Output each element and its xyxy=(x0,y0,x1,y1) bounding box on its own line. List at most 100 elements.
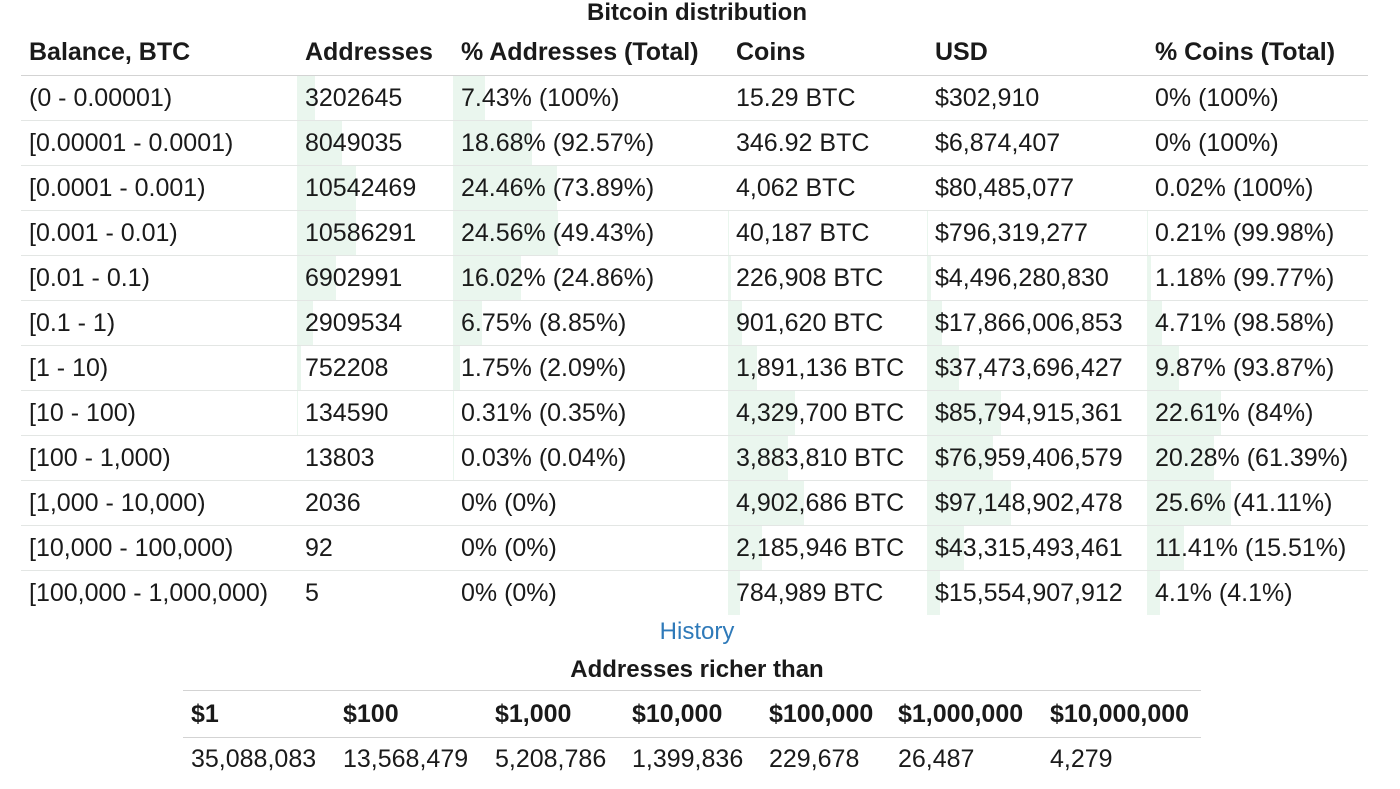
pct-coins-cell: 4.71% (98.58%) xyxy=(1147,300,1368,346)
distribution-row: [1 - 10) 752208 1.75% (2.09%) 1,891,136 BTC… xyxy=(21,345,1368,391)
addresses-text: 6902991 xyxy=(305,263,403,292)
col-header-coins[interactable]: Coins xyxy=(728,30,927,76)
pct-addresses-cell: 0% (0%) xyxy=(453,480,728,526)
usd-bar xyxy=(927,571,941,615)
usd-bar xyxy=(927,481,1011,525)
addresses-text: 2909534 xyxy=(305,308,403,337)
richer-header: $1,000,000 xyxy=(890,690,1042,738)
page-title: Bitcoin distribution xyxy=(587,0,807,26)
addresses-text: 92 xyxy=(305,533,333,562)
pct-coins-text: 20.28% (61.39%) xyxy=(1155,443,1349,472)
col-header-pct-addresses[interactable]: % Addresses (Total) xyxy=(453,30,728,76)
richer-value: 35,088,083 xyxy=(191,744,317,773)
distribution-row: [10,000 - 100,000) 92 0% (0%) 2,185,946 BTC… xyxy=(21,525,1368,571)
addresses-text: 10542469 xyxy=(305,173,417,202)
col-header-pct-coins[interactable]: % Coins (Total) xyxy=(1147,30,1368,76)
addresses-bar xyxy=(297,121,343,165)
pct-coins-text: 11.41% (15.51%) xyxy=(1155,533,1347,562)
pct-addresses-text: 24.46% (73.89%) xyxy=(461,173,655,202)
coins-bar xyxy=(728,256,732,300)
col-header-balance[interactable]: Balance, BTC xyxy=(21,30,297,76)
pct-coins-text: 25.6% (41.11%) xyxy=(1155,488,1333,517)
coins-cell: 40,187 BTC xyxy=(728,210,927,256)
col-header-addresses[interactable]: Addresses xyxy=(297,30,453,76)
balance-cell: [0.00001 - 0.0001) xyxy=(21,120,297,166)
coins-text: 226,908 BTC xyxy=(736,263,884,292)
coins-cell: 2,185,946 BTC xyxy=(728,525,927,571)
history-link[interactable]: History xyxy=(659,618,735,645)
usd-bar xyxy=(927,211,928,255)
pct-coins-bar xyxy=(1147,256,1151,300)
richer-value: 4,279 xyxy=(1050,744,1113,773)
coins-bar xyxy=(728,211,729,255)
usd-text: $6,874,407 xyxy=(935,128,1061,157)
addresses-bar xyxy=(297,391,298,435)
richer-value: 229,678 xyxy=(769,744,860,773)
addresses-text: 5 xyxy=(305,578,319,607)
richer-header: $10,000 xyxy=(624,690,761,738)
usd-text: $17,866,006,853 xyxy=(935,308,1123,337)
usd-cell: $4,496,280,830 xyxy=(927,255,1147,301)
pct-coins-bar xyxy=(1147,346,1180,390)
usd-text: $796,319,277 xyxy=(935,218,1088,247)
addresses-cell: 92 xyxy=(297,525,453,571)
usd-bar xyxy=(927,391,1001,435)
richer-header-row: $1 $100 $1,000 $10,000 $100,000 $1,000,0… xyxy=(183,690,1201,738)
pct-addresses-bar xyxy=(453,211,558,255)
balance-cell: [0.1 - 1) xyxy=(21,300,297,346)
pct-coins-text: 0.02% (100%) xyxy=(1155,173,1314,202)
richer-header: $100,000 xyxy=(761,690,890,738)
pct-addresses-text: 6.75% (8.85%) xyxy=(461,308,627,337)
coins-cell: 15.29 BTC xyxy=(728,75,927,121)
coins-text: 1,891,136 BTC xyxy=(736,353,905,382)
addresses-text: 8049035 xyxy=(305,128,403,157)
usd-text: $15,554,907,912 xyxy=(935,578,1123,607)
richer-value: 13,568,479 xyxy=(343,744,469,773)
pct-coins-cell: 22.61% (84%) xyxy=(1147,390,1368,436)
col-header-usd[interactable]: USD xyxy=(927,30,1147,76)
distribution-row: [0.1 - 1) 2909534 6.75% (8.85%) 901,620 BTC… xyxy=(21,300,1368,346)
richer-title: Addresses richer than xyxy=(570,656,824,683)
addresses-bar xyxy=(297,256,336,300)
distribution-row: [0.00001 - 0.0001) 8049035 18.68% (92.57%)… xyxy=(21,120,1368,166)
addresses-bar xyxy=(297,76,315,120)
distribution-body: (0 - 0.00001) 3202645 7.43% (100%) 15.29 BT… xyxy=(21,75,1368,615)
addresses-cell: 10586291 xyxy=(297,210,453,256)
pct-coins-bar xyxy=(1147,481,1231,525)
coins-text: 2,185,946 BTC xyxy=(736,533,905,562)
addresses-text: 3202645 xyxy=(305,83,403,112)
pct-coins-cell: 0% (100%) xyxy=(1147,75,1368,121)
balance-cell: [0.01 - 0.1) xyxy=(21,255,297,301)
addresses-cell: 6902991 xyxy=(297,255,453,301)
pct-addresses-bar xyxy=(453,121,533,165)
balance-cell: [10,000 - 100,000) xyxy=(21,525,297,571)
coins-cell: 1,891,136 BTC xyxy=(728,345,927,391)
addresses-bar xyxy=(297,166,357,210)
addresses-cell: 13803 xyxy=(297,435,453,481)
pct-addresses-text: 0% (0%) xyxy=(461,578,557,607)
coins-bar xyxy=(728,301,742,345)
coins-cell: 226,908 BTC xyxy=(728,255,927,301)
addresses-cell: 10542469 xyxy=(297,165,453,211)
pct-coins-cell: 20.28% (61.39%) xyxy=(1147,435,1368,481)
usd-bar xyxy=(927,301,943,345)
usd-bar xyxy=(927,256,931,300)
addresses-text: 134590 xyxy=(305,398,389,427)
addresses-text: 2036 xyxy=(305,488,361,517)
pct-addresses-text: 0.03% (0.04%) xyxy=(461,443,627,472)
addresses-bar xyxy=(297,346,302,390)
pct-addresses-cell: 0.31% (0.35%) xyxy=(453,390,728,436)
balance-cell: [0.001 - 0.01) xyxy=(21,210,297,256)
pct-coins-cell: 0% (100%) xyxy=(1147,120,1368,166)
pct-addresses-bar xyxy=(453,301,482,345)
coins-bar xyxy=(728,391,795,435)
coins-text: 784,989 BTC xyxy=(736,578,884,607)
pct-addresses-cell: 16.02% (24.86%) xyxy=(453,255,728,301)
distribution-table: Balance, BTC Addresses % Addresses (Tota… xyxy=(21,30,1368,615)
pct-addresses-text: 7.43% (100%) xyxy=(461,83,620,112)
addresses-cell: 752208 xyxy=(297,345,453,391)
coins-text: 901,620 BTC xyxy=(736,308,884,337)
coins-bar xyxy=(728,526,762,570)
addresses-cell: 134590 xyxy=(297,390,453,436)
pct-addresses-cell: 24.56% (49.43%) xyxy=(453,210,728,256)
